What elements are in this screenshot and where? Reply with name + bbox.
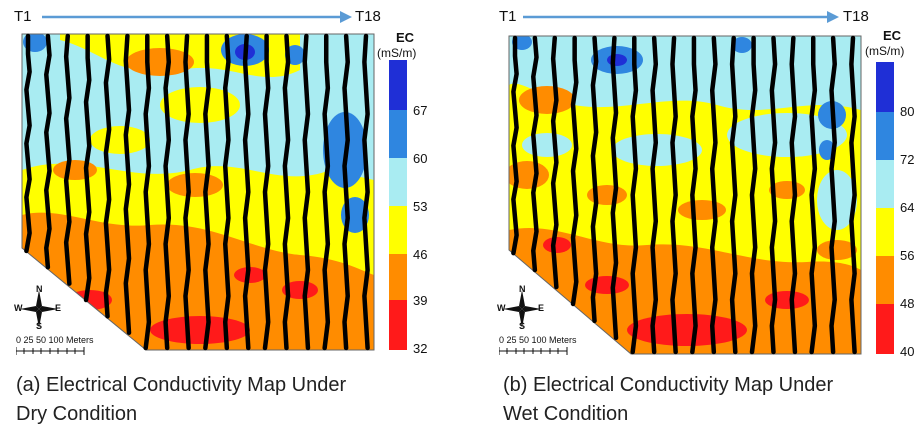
legend-tick: 32	[413, 341, 428, 356]
transect-line	[302, 33, 311, 351]
transect-line	[362, 33, 370, 351]
legend-tick: 48	[900, 296, 915, 311]
transect-line	[749, 35, 758, 355]
transect-direction-arrow	[523, 11, 839, 23]
transect-line	[789, 35, 798, 355]
transect-line	[829, 35, 837, 355]
transect-line	[322, 33, 331, 351]
caption-line: Dry Condition	[16, 403, 138, 425]
transect-line	[83, 33, 92, 303]
legend-tick: 80	[900, 104, 915, 119]
compass-west-label: W	[14, 303, 23, 313]
transect-line	[550, 35, 559, 290]
transect-line	[44, 33, 52, 270]
legend-tick: 39	[413, 293, 428, 308]
scale-bar	[499, 347, 568, 355]
compass-east-label: E	[538, 303, 545, 313]
ec-legend-dry	[389, 60, 407, 350]
legend-tick: 53	[413, 199, 428, 214]
transect-line	[143, 33, 152, 351]
compass-south-label: S	[36, 321, 43, 331]
transect-line	[183, 33, 191, 351]
compass-rose-icon	[503, 290, 541, 328]
legend-tick: 40	[900, 344, 915, 359]
transect-lines	[24, 33, 370, 351]
caption-line: (b) Electrical Conductivity Map Under	[503, 374, 834, 396]
compass-east-label: E	[55, 303, 62, 313]
end-transect-label: T18	[355, 8, 381, 25]
transect-line	[769, 35, 778, 355]
compass-rose-icon	[20, 290, 58, 328]
transect-line	[809, 35, 818, 355]
ec-map-wet	[508, 35, 862, 355]
scale-bar	[16, 347, 85, 355]
figure-caption-wet: (b) Electrical Conductivity Map Under We…	[503, 371, 921, 429]
legend-title: EC	[396, 30, 415, 45]
end-transect-label: T18	[843, 8, 869, 25]
transect-line	[729, 35, 738, 355]
scale-bar-label: 0 25 50 100 Meters	[499, 335, 577, 345]
legend-tick: 46	[413, 247, 428, 262]
compass-west-label: W	[497, 303, 506, 313]
transect-line	[222, 33, 231, 351]
caption-line: (a) Electrical Conductivity Map Under	[16, 374, 347, 396]
transect-line	[163, 33, 172, 351]
transect-line	[24, 33, 32, 254]
transect-line	[262, 33, 271, 351]
legend-tick: 56	[900, 248, 915, 263]
transect-line	[203, 33, 211, 351]
transect-line	[610, 35, 619, 341]
compass-north-label: N	[519, 284, 526, 294]
transect-line	[282, 33, 291, 351]
transect-line	[590, 35, 599, 324]
transect-line	[670, 35, 678, 355]
transect-direction-arrow	[42, 11, 352, 23]
ec-map-dry	[21, 33, 375, 351]
legend-unit: (mS/m)	[865, 44, 905, 58]
transect-line	[242, 33, 251, 351]
transect-line	[531, 35, 539, 273]
legend-tick: 64	[900, 200, 915, 215]
start-transect-label: T1	[14, 8, 32, 25]
scale-bar-label: 0 25 50 100 Meters	[16, 335, 94, 345]
legend-tick: 72	[900, 152, 915, 167]
transect-line	[650, 35, 659, 355]
ec-legend-wet	[876, 62, 894, 354]
transect-line	[570, 35, 579, 307]
legend-tick: 67	[413, 103, 428, 118]
transect-line	[709, 35, 718, 355]
legend-title: EC	[883, 28, 902, 43]
transect-lines	[511, 35, 857, 355]
transect-line	[630, 35, 639, 355]
transect-line	[690, 35, 698, 355]
transect-line	[342, 33, 350, 351]
transect-line	[63, 33, 72, 286]
legend-tick: 60	[413, 151, 428, 166]
start-transect-label: T1	[499, 8, 517, 25]
ec-map-panel-dry: T1 T18	[0, 0, 460, 430]
transect-line	[123, 33, 132, 335]
transect-line	[103, 33, 112, 319]
legend-unit: (mS/m)	[377, 46, 417, 60]
transect-line	[849, 35, 857, 355]
caption-line: Wet Condition	[503, 403, 629, 425]
transect-line	[511, 35, 519, 256]
ec-map-panel-wet: T1 T18	[487, 0, 921, 430]
figure-caption-dry: (a) Electrical Conductivity Map Under Dr…	[16, 371, 456, 429]
compass-north-label: N	[36, 284, 43, 294]
compass-south-label: S	[519, 321, 526, 331]
